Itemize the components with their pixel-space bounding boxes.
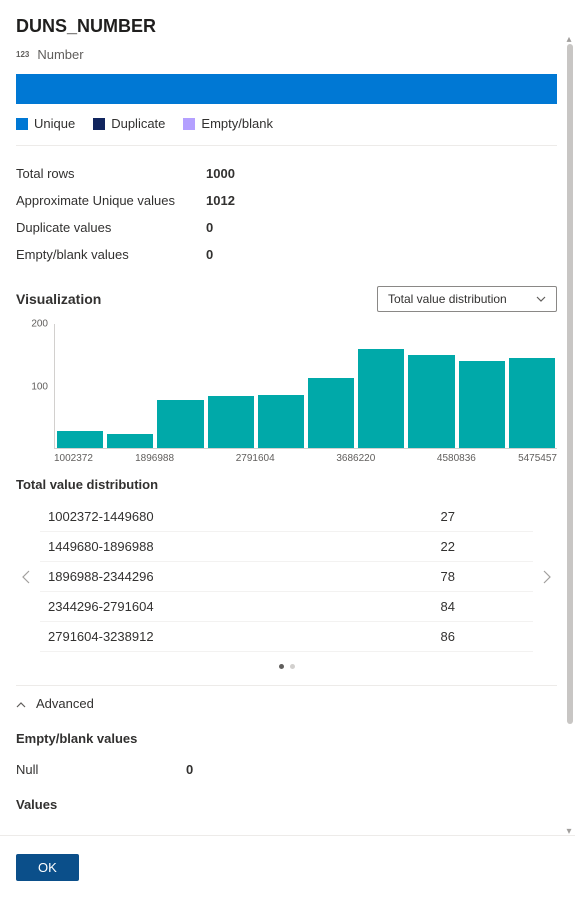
value-count: 27 (441, 509, 455, 524)
empty-value: 0 (186, 762, 193, 777)
pager-dot[interactable] (279, 664, 284, 669)
empty-values-section: Empty/blank values Null0 (16, 731, 557, 791)
type-label: Number (37, 47, 83, 62)
x-tick-label: 4580836 (437, 453, 476, 464)
pager-dot[interactable] (290, 664, 295, 669)
stats-label: Total rows (16, 166, 206, 181)
histogram-bar (459, 361, 505, 448)
stats-label: Duplicate values (16, 220, 206, 235)
x-tick-label: 1896988 (135, 453, 174, 464)
chevron-up-icon (16, 696, 26, 711)
histogram-bar (408, 355, 454, 448)
ok-button[interactable]: OK (16, 854, 79, 881)
stats-row: Duplicate values0 (16, 214, 557, 241)
histogram-bar (258, 395, 304, 448)
empty-label: Null (16, 762, 186, 777)
scroll-down-icon[interactable]: ▾ (565, 826, 573, 834)
legend-label: Empty/blank (201, 116, 273, 131)
viz-title: Visualization (16, 291, 101, 307)
viz-header: Visualization Total value distribution (16, 286, 557, 312)
x-tick-label: 3686220 (336, 453, 375, 464)
x-tick-label: 1002372 (54, 453, 93, 464)
stats-row: Total rows1000 (16, 160, 557, 187)
advanced-label: Advanced (36, 696, 94, 711)
value-list-wrap: 1002372-1449680 27 1449680-1896988 22 189698… (16, 502, 557, 652)
legend-item: Unique (16, 116, 75, 131)
legend-label: Unique (34, 116, 75, 131)
value-count: 78 (441, 569, 455, 584)
stats-row: Approximate Unique values1012 (16, 187, 557, 214)
stats-table: Total rows1000Approximate Unique values1… (16, 160, 557, 268)
stats-value: 0 (206, 247, 213, 262)
scroll-up-icon[interactable]: ▴ (565, 34, 573, 42)
x-tick-label: 2791604 (236, 453, 275, 464)
y-tick-label: 200 (31, 319, 48, 330)
legend-item: Empty/blank (183, 116, 273, 131)
histogram-bar (157, 400, 203, 448)
value-dist-row[interactable]: 2344296-2791604 84 (40, 592, 533, 622)
page-prev-button[interactable] (16, 570, 36, 584)
distribution-bar (16, 74, 557, 104)
viz-select-label: Total value distribution (388, 292, 507, 306)
histogram-bar (509, 358, 555, 448)
chart-plot (54, 324, 557, 449)
value-dist-row[interactable]: 1896988-2344296 78 (40, 562, 533, 592)
legend-item: Duplicate (93, 116, 165, 131)
pager-dots (16, 664, 557, 669)
x-tick-label: 5475457 (518, 453, 557, 464)
legend-swatch (183, 118, 195, 130)
stats-label: Empty/blank values (16, 247, 206, 262)
value-count: 22 (441, 539, 455, 554)
value-list: 1002372-1449680 27 1449680-1896988 22 189698… (40, 502, 533, 652)
scrollbar-thumb[interactable] (567, 44, 573, 724)
legend-swatch (93, 118, 105, 130)
chart-bars (55, 324, 557, 448)
empty-row: Null0 (16, 758, 557, 791)
stats-value: 1000 (206, 166, 235, 181)
histogram-chart: 100200 1002372 1896988 2791604 3686220 45808… (16, 324, 557, 469)
value-range: 1449680-1896988 (48, 539, 154, 554)
values-section-title: Values (16, 797, 557, 812)
value-range: 1002372-1449680 (48, 509, 154, 524)
stats-value: 1012 (206, 193, 235, 208)
legend-swatch (16, 118, 28, 130)
empty-values-title: Empty/blank values (16, 731, 557, 746)
value-dist-row[interactable]: 2791604-3238912 86 (40, 622, 533, 652)
histogram-bar (308, 378, 354, 448)
histogram-bar (57, 431, 103, 448)
viz-select[interactable]: Total value distribution (377, 286, 557, 312)
legend-label: Duplicate (111, 116, 165, 131)
value-dist-row[interactable]: 1449680-1896988 22 (40, 532, 533, 562)
type-badge-icon: 123 (16, 50, 29, 59)
advanced-toggle[interactable]: Advanced (16, 685, 557, 721)
details-panel: DUNS_NUMBER 123 Number Unique Duplicate Em… (0, 0, 575, 835)
distribution-legend: Unique Duplicate Empty/blank (16, 116, 557, 146)
value-range: 1896988-2344296 (48, 569, 154, 584)
histogram-bar (208, 396, 254, 448)
value-range: 2344296-2791604 (48, 599, 154, 614)
value-dist-title: Total value distribution (16, 477, 557, 492)
chart-x-axis: 1002372 1896988 2791604 3686220 4580836 54754… (54, 449, 557, 469)
stats-value: 0 (206, 220, 213, 235)
chevron-down-icon (536, 294, 546, 304)
page-next-button[interactable] (537, 570, 557, 584)
chart-y-axis: 100200 (16, 324, 54, 449)
stats-row: Empty/blank values0 (16, 241, 557, 268)
type-row: 123 Number (16, 47, 557, 62)
distribution-segment (16, 74, 557, 104)
dialog-footer: OK (0, 835, 575, 899)
value-range: 2791604-3238912 (48, 629, 154, 644)
histogram-bar (358, 349, 404, 448)
stats-label: Approximate Unique values (16, 193, 206, 208)
value-count: 84 (441, 599, 455, 614)
y-tick-label: 100 (31, 381, 48, 392)
histogram-bar (107, 434, 153, 448)
value-dist-row[interactable]: 1002372-1449680 27 (40, 502, 533, 532)
column-title: DUNS_NUMBER (16, 16, 557, 37)
value-count: 86 (441, 629, 455, 644)
